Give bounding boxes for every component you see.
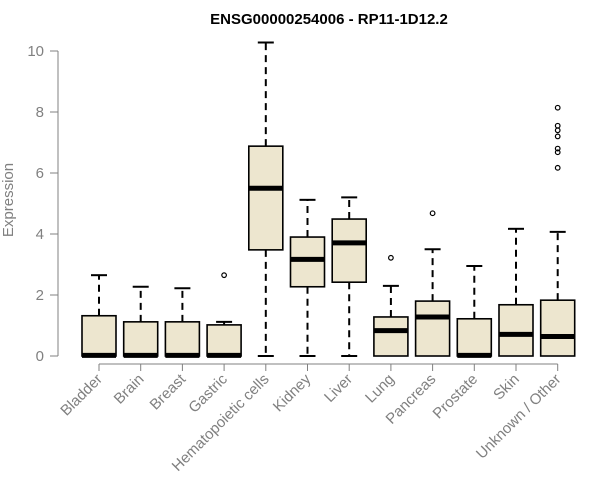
outlier-point bbox=[555, 134, 560, 139]
iqr-box bbox=[374, 317, 408, 356]
iqr-box bbox=[541, 300, 575, 356]
x-tick-label: Kidney bbox=[270, 370, 315, 415]
box-prostate bbox=[457, 266, 491, 356]
iqr-box bbox=[416, 301, 450, 356]
x-tick-label: Breast bbox=[147, 370, 190, 413]
outlier-point bbox=[555, 128, 560, 133]
x-tick-label: Brain bbox=[111, 371, 148, 408]
chart-title: ENSG00000254006 - RP11-1D12.2 bbox=[210, 11, 448, 28]
outlier-point bbox=[555, 166, 560, 171]
outlier-point bbox=[430, 211, 435, 216]
iqr-box bbox=[499, 305, 533, 356]
iqr-box bbox=[457, 319, 491, 356]
y-tick-label: 10 bbox=[27, 43, 44, 60]
box-brain bbox=[124, 287, 158, 356]
y-axis: 0 2 4 6 8 10 bbox=[27, 43, 58, 365]
y-tick-label: 6 bbox=[36, 165, 44, 182]
box-kidney bbox=[291, 200, 325, 356]
box-liver bbox=[332, 197, 366, 356]
iqr-box bbox=[291, 237, 325, 287]
iqr-box bbox=[332, 219, 366, 282]
iqr-box bbox=[124, 322, 158, 356]
iqr-box bbox=[165, 322, 199, 356]
x-tick-label: Lung bbox=[362, 371, 398, 407]
x-tick-label: Prostate bbox=[430, 371, 482, 423]
y-tick-label: 2 bbox=[36, 287, 44, 304]
boxplot-chart: ENSG00000254006 - RP11-1D12.2 Expression… bbox=[0, 0, 600, 500]
iqr-box bbox=[249, 146, 283, 250]
box-gastric bbox=[207, 273, 241, 356]
outlier-point bbox=[222, 273, 227, 278]
y-tick-label: 0 bbox=[36, 348, 44, 365]
box-unknown-other bbox=[541, 105, 575, 356]
x-tick-label: Skin bbox=[490, 371, 523, 404]
box-pancreas bbox=[416, 211, 450, 356]
y-tick-label: 4 bbox=[36, 226, 44, 243]
box-hematopoietic-cells bbox=[249, 42, 283, 356]
outlier-point bbox=[555, 105, 560, 110]
box-skin bbox=[499, 229, 533, 356]
box-series bbox=[82, 42, 575, 356]
outlier-point bbox=[555, 123, 560, 128]
x-tick-label: Liver bbox=[321, 371, 356, 406]
y-axis-label: Expression bbox=[0, 163, 17, 237]
box-bladder bbox=[82, 275, 116, 356]
outlier-point bbox=[389, 255, 394, 260]
iqr-box bbox=[207, 325, 241, 356]
iqr-box bbox=[82, 316, 116, 356]
box-lung bbox=[374, 255, 408, 356]
y-tick-label: 8 bbox=[36, 104, 44, 121]
x-tick-label: Bladder bbox=[57, 371, 106, 420]
box-breast bbox=[165, 288, 199, 356]
